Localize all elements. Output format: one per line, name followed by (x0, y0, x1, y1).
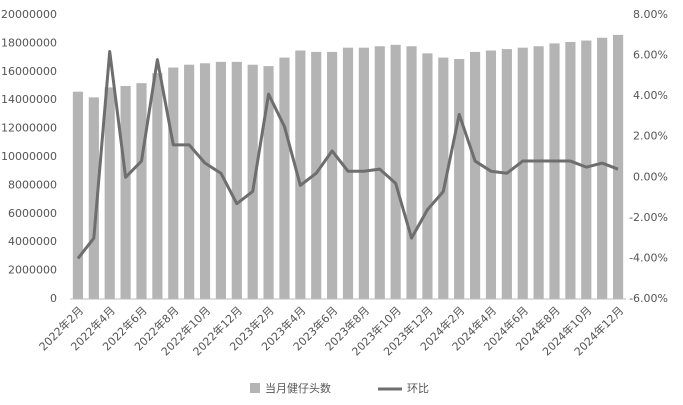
y-tick-label: 6000000 (8, 207, 57, 220)
bar (374, 46, 385, 299)
bar (549, 43, 560, 300)
bar (120, 86, 131, 299)
bar (72, 91, 84, 300)
y-tick-label: 16000000 (1, 65, 57, 78)
y2-tick-label: 6.00% (633, 49, 668, 62)
bar (342, 47, 354, 299)
y-tick-label: 8000000 (8, 178, 57, 191)
bar (533, 46, 544, 299)
bar (295, 50, 306, 299)
y2-tick-label: -6.00% (629, 292, 668, 305)
bar (152, 73, 163, 299)
y-tick-label: 2000000 (8, 264, 57, 277)
bar (247, 64, 258, 299)
bar (485, 50, 497, 299)
y2-tick-label: -4.00% (629, 251, 668, 264)
bar (454, 59, 465, 299)
bar (263, 66, 274, 300)
bar (406, 46, 417, 299)
bar (184, 64, 195, 299)
bar (438, 57, 449, 299)
y2-tick-label: 2.00% (633, 130, 668, 143)
y-tick-label: 4000000 (8, 235, 57, 248)
bar (597, 37, 608, 299)
bar (470, 51, 481, 299)
line (76, 50, 619, 260)
bar (215, 61, 226, 299)
y-tick-label: 18000000 (1, 36, 57, 49)
bar (390, 44, 401, 299)
y2-tick-label: 4.00% (633, 89, 668, 102)
bar (422, 53, 433, 300)
y-tick-label: 20000000 (1, 8, 57, 21)
bar (168, 67, 179, 299)
bar (104, 87, 115, 299)
bar (612, 34, 624, 299)
bar (199, 63, 211, 299)
bar (279, 57, 290, 299)
y2-tick-label: 0.00% (633, 170, 668, 183)
bar (88, 97, 99, 299)
y-tick-label: 0 (50, 292, 57, 305)
bar (358, 47, 369, 299)
bar (136, 83, 147, 299)
y-tick-label: 14000000 (1, 93, 57, 106)
bar (231, 61, 242, 299)
bar (581, 40, 592, 300)
legend-swatch (250, 383, 260, 393)
bar (327, 51, 338, 299)
legend-label: 环比 (407, 382, 429, 395)
y-tick-label: 12000000 (1, 122, 57, 135)
y2-tick-label: -2.00% (629, 211, 668, 224)
bar (517, 47, 528, 299)
y2-tick-label: 8.00% (633, 8, 668, 21)
y-tick-label: 10000000 (1, 150, 57, 163)
legend-label: 当月健仔头数 (265, 381, 331, 395)
bar (565, 41, 576, 299)
bar (311, 51, 322, 299)
